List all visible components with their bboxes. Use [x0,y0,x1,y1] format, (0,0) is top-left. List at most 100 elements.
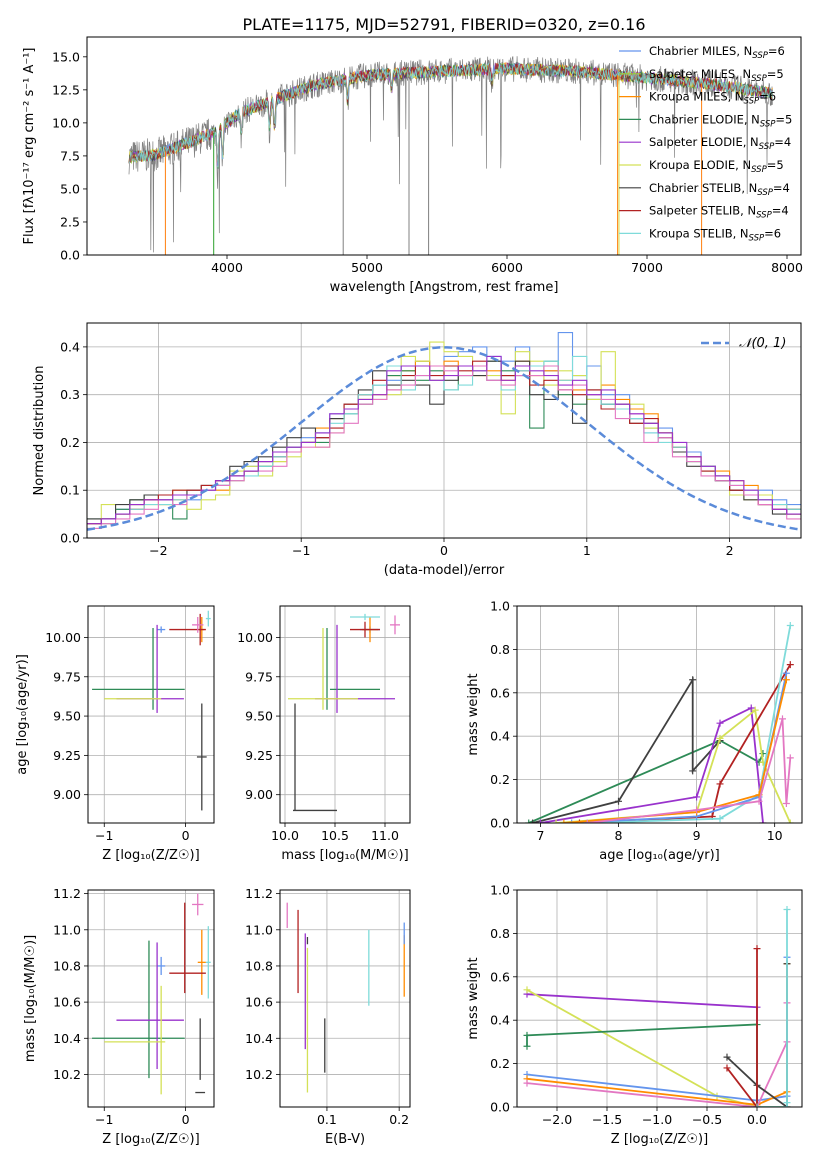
x-axis-label: mass [log₁₀(M/M☉)] [281,848,408,863]
legend-label: Chabrier STELIB, NSSP=4 [649,181,790,198]
x-tick-label: 0.1 [317,1112,337,1127]
y-tick-label: 10.2 [245,1067,273,1082]
x-tick-label: 11.0 [371,828,399,843]
plot-area-z_vs_weight [523,906,791,1107]
legend-label: 𝒩(0, 1) [739,336,786,351]
x-axis-label: Z [log₁₀(Z/Z☉)] [611,1132,708,1147]
y-tick-label: 12.5 [52,82,80,97]
weight-series-line [526,989,787,1107]
y-tick-label: 9.00 [245,787,273,802]
weight-point-marker [747,704,755,712]
y-tick-label: 9.75 [245,669,273,684]
x-axis-label: E(B-V) [325,1132,365,1147]
legend-label: Kroupa ELODIE, NSSP=5 [649,158,784,175]
weight-point-marker [786,661,794,669]
panel-residuals: −2 −1 0 1 2 0.0 0.1 0.2 0.3 0.4 (data-model)/error… [32,322,802,578]
weight-point-marker [575,819,583,823]
weight-series-line [526,993,758,1107]
y-tick-label: 11.2 [53,886,81,901]
y-tick-label: 10.6 [53,995,81,1010]
y-axis-label: Flux [fλ10⁻¹⁷ erg cm⁻² s⁻¹ A⁻¹] [22,48,37,245]
legend-label: Salpeter MILES, NSSP=5 [649,67,784,84]
y-tick-label: 0.1 [60,483,80,498]
weight-point-marker [723,1064,731,1072]
weight-series-line [555,708,792,823]
x-tick-label: 8000 [771,260,803,275]
weight-series-line [726,948,758,1107]
x-axis-label: wavelength [Angstrom, rest frame] [330,280,559,295]
plot-area-z_vs_mass [92,893,211,1095]
y-tick-label: 0.6 [490,685,510,700]
panel-z_vs_mass: −1 0 10.2 10.4 10.6 10.8 11.0 11.2 Z [log₁₀(Z/Z☉… [23,886,215,1147]
y-tick-label: 0.3 [60,387,80,402]
y-tick-label: 10.8 [53,958,81,973]
weight-point-marker [716,719,724,727]
y-tick-label: 7.5 [60,148,80,163]
y-tick-label: 0.4 [490,729,510,744]
x-tick-label: 4000 [211,260,243,275]
weight-point-marker [716,734,724,742]
axes-frame [516,889,803,1108]
weight-point-marker [786,754,794,762]
weight-point-marker [689,676,697,684]
x-tick-label: −2.0 [542,1112,572,1127]
x-tick-label: 0 [440,543,448,558]
x-tick-label: 0.0 [747,1112,767,1127]
plot-area-residuals [87,332,801,531]
y-tick-label: 0.2 [60,435,80,450]
plots-group: 4000 5000 6000 7000 80000.02.55.07.510.012.5… [15,36,803,1147]
x-tick-label: 9 [693,828,701,843]
weight-series-line [757,909,788,1107]
gaussian-curve [87,346,801,531]
weight-point-marker [782,669,790,677]
y-axis-label: mass weight [466,673,481,755]
x-tick-label: 0 [182,1112,190,1127]
weight-point-marker [786,819,794,823]
y-tick-label: 10.00 [237,630,273,645]
weight-point-marker [786,622,794,630]
axes-frame [87,605,215,824]
plot-area-mass_vs_age [288,613,400,812]
plot-area-z_vs_age [92,610,211,811]
weight-point-marker [753,1103,761,1107]
y-tick-label: 15.0 [52,49,80,64]
x-tick-label: 10.0 [271,828,299,843]
x-axis-label: Z [log₁₀(Z/Z☉)] [102,1132,199,1147]
weight-point-marker [523,1031,531,1039]
weight-point-marker [751,706,759,714]
figure-title: PLATE=1175, MJD=52791, FIBERID=0320, z=0… [242,15,645,34]
weight-point-marker [523,1042,531,1050]
x-tick-label: −1.0 [642,1112,672,1127]
legend-label: Chabrier ELODIE, NSSP=5 [649,112,792,129]
x-tick-label: −1.5 [592,1112,622,1127]
weight-point-marker [693,793,701,801]
y-tick-label: 10.4 [245,1031,273,1046]
y-axis-label: age [log₁₀(age/yr)] [15,654,30,775]
legend-label: Salpeter STELIB, NSSP=4 [649,204,789,221]
axes-frame [86,36,802,256]
y-tick-label: 9.50 [245,709,273,724]
weight-series-line [587,625,792,823]
y-tick-label: 2.5 [60,214,80,229]
panel-age_vs_weight: 7 8 9 10 0.0 0.2 0.4 0.6 0.8 1.0 age [log₁₀(age/yr… [466,599,803,863]
y-tick-label: 9.00 [53,787,81,802]
x-tick-label: 10 [767,828,783,843]
x-axis-label: (data-model)/error [384,563,505,578]
panel-z_vs_age: −1 0 9.00 9.25 9.50 9.75 10.00 Z [log₁₀(Z/Z☉)] a… [15,605,215,863]
x-tick-label: 2 [726,543,734,558]
weight-series-line [587,718,792,823]
axes-frame [279,889,411,1108]
weight-point-marker [783,1099,791,1107]
y-tick-label: 10.6 [245,995,273,1010]
weight-point-marker [536,819,544,823]
weight-point-marker [782,799,790,807]
weight-point-marker [778,715,786,723]
axes-frame [87,889,215,1108]
axes-frame [279,605,411,824]
weight-point-marker [568,819,576,823]
legend-label: Kroupa STELIB, NSSP=6 [649,226,781,243]
x-tick-label: 6000 [491,260,523,275]
x-tick-label: 7000 [631,260,663,275]
x-tick-label: −1 [292,543,310,558]
